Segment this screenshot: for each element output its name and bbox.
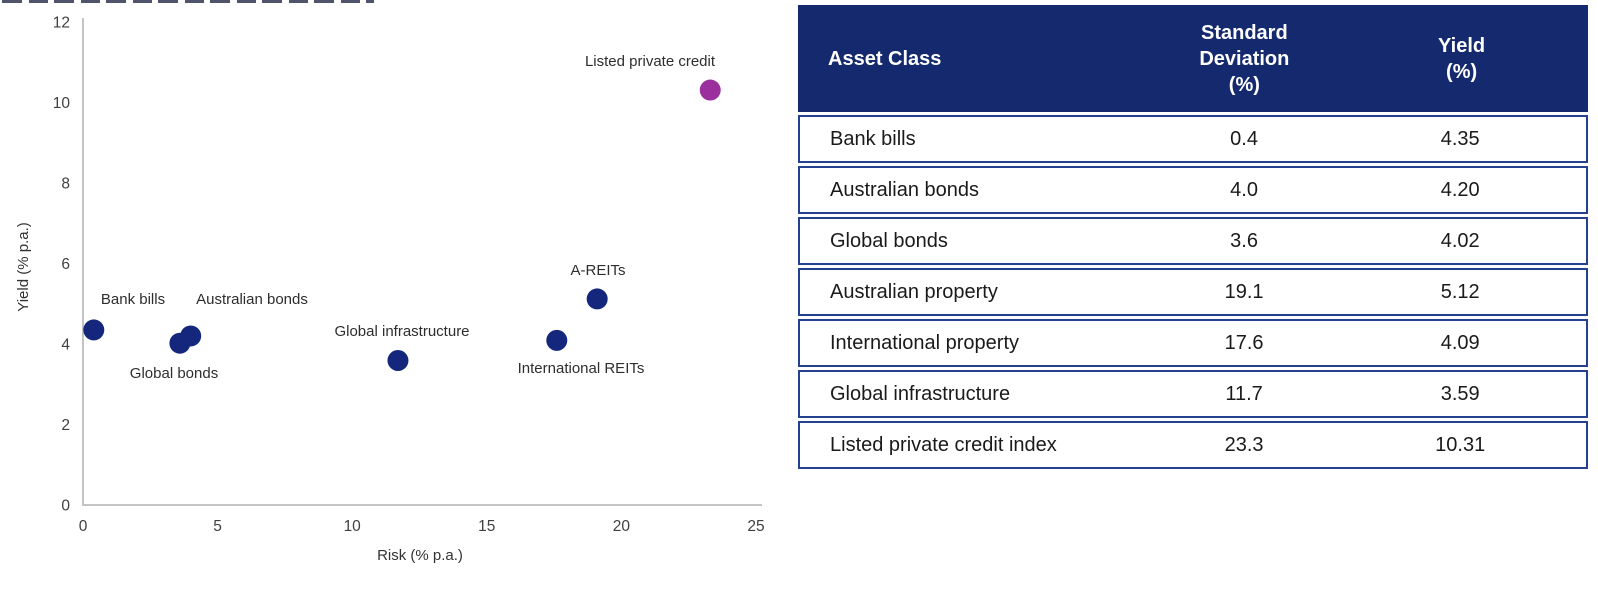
x-tick-label: 5 — [213, 518, 222, 535]
cell-yield: 5.12 — [1440, 280, 1480, 303]
asset-class-table: Asset Class Standard Deviation (%) Yield… — [798, 5, 1588, 469]
data-point-a-reits — [586, 288, 608, 310]
x-tick-label: 20 — [613, 518, 631, 535]
header-yield: Yield (%) — [1438, 34, 1486, 83]
cell-std-dev: 19.1 — [1224, 280, 1264, 303]
header-asset-class: Asset Class — [828, 47, 942, 70]
cell-asset: Australian bonds — [830, 178, 979, 201]
table-row: Global bonds 3.6 4.02 — [798, 217, 1588, 265]
cell-std-dev: 0.4 — [1230, 127, 1258, 150]
point-label-a-reits: A-REITs — [570, 262, 625, 279]
table-row: Australian bonds 4.0 4.20 — [798, 166, 1588, 214]
table-row: Australian property 19.1 5.12 — [798, 268, 1588, 316]
data-point-global-bonds — [169, 332, 191, 354]
cell-yield: 4.20 — [1440, 178, 1480, 201]
table-row: Bank bills 0.4 4.35 — [798, 115, 1588, 163]
data-point-international-reits — [546, 329, 568, 351]
cell-std-dev: 23.3 — [1224, 433, 1264, 456]
y-tick-label: 10 — [53, 95, 71, 112]
y-tick-label: 12 — [53, 15, 70, 32]
x-tick-label: 10 — [344, 518, 362, 535]
cell-yield: 4.35 — [1440, 127, 1480, 150]
x-tick-label: 0 — [79, 518, 88, 535]
x-axis-title: Risk (% p.a.) — [377, 547, 463, 564]
y-tick-label: 8 — [61, 176, 70, 193]
cell-asset: Listed private credit index — [830, 433, 1057, 456]
table-row: International property 17.6 4.09 — [798, 319, 1588, 367]
cell-asset: Bank bills — [830, 127, 916, 150]
point-label-international-reits: International REITs — [518, 360, 645, 377]
table-row: Listed private credit index 23.3 10.31 — [798, 421, 1588, 469]
point-label-listed-private-credit: Listed private credit — [585, 53, 716, 70]
cell-std-dev: 4.0 — [1230, 178, 1258, 201]
cell-std-dev: 3.6 — [1230, 229, 1258, 252]
data-point-listed-private-credit — [699, 79, 721, 101]
y-tick-label: 6 — [61, 256, 70, 273]
cell-std-dev: 11.7 — [1225, 382, 1263, 405]
header-standard-deviation: Standard Deviation (%) — [1199, 21, 1290, 96]
scatter-chart: 0 2 4 6 8 10 12 0 5 10 15 20 25 Risk (% p.a.) Yield (%… — [15, 15, 765, 565]
data-point-global-infrastructure — [387, 350, 409, 372]
point-label-global-bonds: Global bonds — [130, 365, 218, 382]
y-axis-title: Yield (% p.a.) — [15, 222, 32, 311]
cell-asset: International property — [830, 331, 1020, 354]
cropped-title-artifact — [2, 0, 374, 3]
point-label-global-infrastructure: Global infrastructure — [334, 323, 469, 340]
y-tick-label: 2 — [61, 417, 70, 434]
cell-yield: 10.31 — [1435, 433, 1486, 456]
y-tick-label: 0 — [61, 498, 70, 515]
table-header-row: Asset Class Standard Deviation (%) Yield… — [798, 5, 1588, 112]
y-tick-label: 4 — [61, 337, 70, 354]
table-row: Global infrastructure 11.7 3.59 — [798, 370, 1588, 418]
cell-std-dev: 17.6 — [1224, 331, 1264, 354]
cell-yield: 3.59 — [1440, 382, 1480, 405]
data-point-bank-bills — [83, 319, 105, 341]
point-label-australian-bonds: Australian bonds — [196, 291, 308, 308]
x-tick-label: 25 — [747, 518, 764, 535]
cell-yield: 4.09 — [1440, 331, 1480, 354]
cell-asset: Australian property — [830, 280, 998, 303]
point-label-bank-bills: Bank bills — [101, 291, 165, 308]
x-tick-label: 15 — [478, 518, 495, 535]
cell-asset: Global bonds — [830, 229, 948, 252]
cell-yield: 4.02 — [1440, 229, 1480, 252]
risk-yield-scatter-panel: 0 2 4 6 8 10 12 0 5 10 15 20 25 Risk (% p.a.) Yield (%… — [0, 0, 800, 592]
cell-asset: Global infrastructure — [830, 382, 1011, 405]
